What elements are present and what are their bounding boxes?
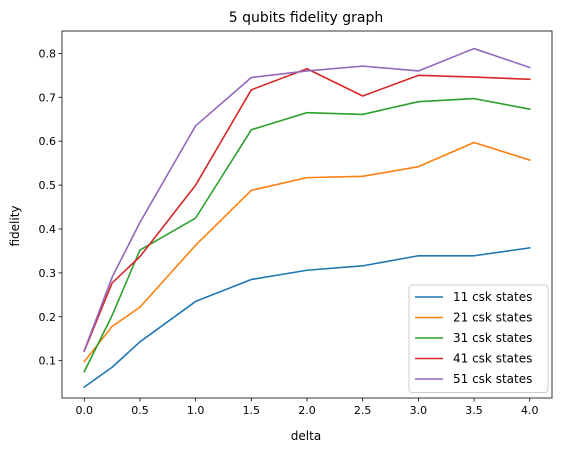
series-line-5: [83, 47, 531, 352]
axes-frame: [61, 30, 553, 399]
x-tick-label: 1.5: [243, 404, 261, 417]
legend-label: 11 csk states: [453, 290, 532, 304]
y-tick-label: 0.8: [39, 47, 57, 60]
y-tick-label: 0.1: [39, 355, 57, 368]
x-tick-label: 0.0: [76, 404, 94, 417]
x-tick-label: 2.0: [298, 404, 316, 417]
x-axis-label: delta: [291, 429, 321, 443]
x-tick-label: 3.0: [410, 404, 428, 417]
legend-label: 51 csk states: [453, 372, 532, 386]
y-tick-label: 0.5: [39, 179, 57, 192]
x-axis-ticks: 0.0 0.5 1.0 1.5 2.0 2.5 3.0 3.5 4.0: [76, 398, 539, 417]
x-tick-label: 4.0: [521, 404, 539, 417]
chart-title: 5 qubits fidelity graph: [229, 10, 383, 26]
y-axis-label: fidelity: [8, 205, 22, 246]
legend-label: 31 csk states: [453, 331, 532, 345]
y-axis-ticks: 0.1 0.2 0.3 0.4 0.5 0.6 0.7 0.8: [39, 47, 62, 368]
y-tick-label: 0.2: [39, 311, 57, 324]
x-tick-label: 1.0: [187, 404, 205, 417]
x-tick-label: 3.5: [465, 404, 483, 417]
legend-box: [408, 284, 549, 393]
y-tick-label: 0.6: [39, 135, 57, 148]
x-tick-label: 2.5: [354, 404, 372, 417]
legend-label: 41 csk states: [453, 352, 532, 366]
series-line-4: [83, 67, 531, 353]
legend: 11 csk states 21 csk states 31 csk states 4…: [408, 284, 549, 393]
legend-label: 21 csk states: [453, 311, 532, 325]
series-line-3: [83, 97, 531, 373]
series-lines: [83, 47, 531, 389]
x-tick-label: 0.5: [131, 404, 149, 417]
y-tick-label: 0.7: [39, 91, 57, 104]
series-line-2: [83, 141, 531, 363]
series-line-1: [83, 246, 531, 389]
y-tick-label: 0.4: [39, 223, 57, 236]
y-tick-label: 0.3: [39, 267, 57, 280]
